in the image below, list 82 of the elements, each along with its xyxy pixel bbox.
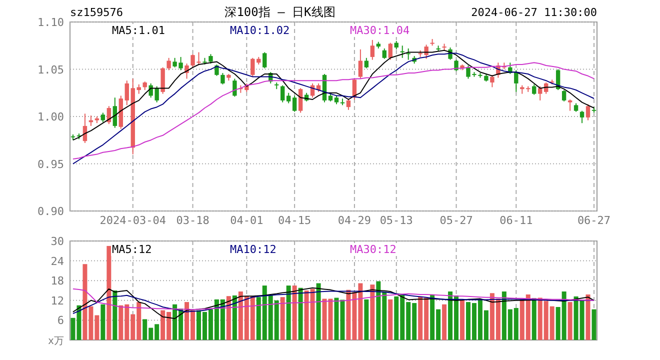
bar [460, 300, 464, 340]
y-tick-label: 24 [50, 254, 64, 268]
bar [226, 296, 231, 340]
candlestick [364, 57, 369, 69]
candlestick [214, 64, 219, 76]
chart-title: 深100指 — 日K线图 [224, 5, 336, 19]
x-tick-label: 03-18 [176, 214, 210, 227]
candlestick [562, 90, 566, 102]
bar [586, 294, 590, 340]
bar [286, 286, 291, 340]
bar [100, 304, 106, 340]
y-tick-label: 0.95 [38, 158, 64, 171]
x-tick-label: 04-15 [278, 214, 312, 227]
candlestick [370, 39, 375, 60]
candlestick [112, 97, 118, 128]
bar [298, 288, 303, 340]
y-tick-label: 1.05 [38, 63, 64, 76]
y-tick-label: 30 [50, 235, 64, 248]
bar [106, 246, 112, 340]
bar [568, 302, 572, 340]
candlestick [220, 72, 225, 85]
candlestick [388, 42, 392, 60]
text: MA5:1.01 [112, 24, 165, 37]
candlestick [166, 57, 171, 71]
y-tick-label: 6 [57, 314, 64, 328]
candlestick [280, 84, 285, 103]
line-series [72, 287, 594, 320]
candlestick [286, 92, 291, 104]
candlestick [568, 98, 572, 112]
text: 2024-06-27 11:30:00 [471, 6, 597, 19]
candlestick [490, 74, 494, 88]
candlestick [160, 66, 165, 94]
candlestick [184, 63, 189, 80]
y-axis-title: x万 [48, 336, 64, 347]
candlestick [538, 86, 542, 101]
bar [292, 286, 297, 340]
candlestick [250, 57, 255, 78]
candlestick [136, 84, 141, 94]
text: MA30:12 [350, 243, 396, 256]
bar [532, 298, 536, 340]
x-tick-label: 04-29 [338, 214, 372, 227]
y-tick-label: 1.10 [38, 16, 64, 29]
candlestick [358, 48, 363, 80]
candlestick [100, 112, 106, 123]
text: MA30:1.04 [350, 24, 410, 37]
candlestick [124, 80, 129, 106]
bar [280, 297, 285, 340]
bar [370, 284, 375, 340]
bar [364, 299, 369, 340]
y-tick-label: 1.00 [38, 110, 64, 124]
candlestick [532, 84, 536, 96]
candlestick [586, 104, 590, 121]
bar [316, 283, 321, 340]
x-tick-label: 06-27 [577, 214, 611, 227]
line-series [72, 288, 594, 310]
candlestick [292, 95, 297, 112]
x-tick-label: 04-01 [230, 214, 264, 227]
text: MA10:12 [230, 243, 276, 256]
text: MA5:12 [112, 243, 152, 256]
bar [232, 295, 237, 340]
candlestick [208, 54, 213, 64]
x-tick-label: 06-11 [500, 214, 533, 227]
x-tick-label: 05-27 [440, 214, 473, 227]
y-tick-label: 12 [50, 294, 64, 308]
y-tick-label: 18 [50, 274, 64, 288]
bar [388, 299, 393, 340]
candlestick [406, 48, 410, 60]
candlestick [580, 110, 584, 124]
text: sz159576 [70, 6, 123, 19]
candlestick [298, 88, 303, 114]
candlestick [232, 78, 237, 98]
bar [112, 290, 118, 340]
candlestick [400, 45, 404, 58]
candlestick [382, 48, 386, 60]
y-tick-label: 0.90 [38, 205, 64, 218]
text: MA10:1.02 [230, 24, 290, 37]
bar [592, 309, 596, 340]
candlestick [346, 98, 351, 110]
candlestick [262, 52, 267, 69]
x-tick-label: 05-13 [380, 214, 413, 227]
bar [442, 304, 447, 340]
x-tick-label: 2024-03-04 [100, 214, 166, 227]
